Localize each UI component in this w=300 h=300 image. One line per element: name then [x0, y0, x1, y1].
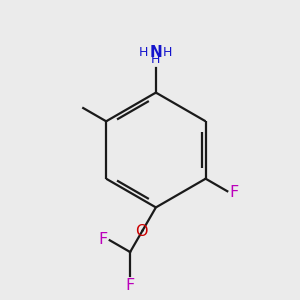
- Text: H: H: [151, 53, 160, 66]
- Text: F: F: [125, 278, 135, 293]
- Text: H: H: [163, 46, 172, 59]
- Text: F: F: [230, 184, 239, 200]
- Text: F: F: [99, 232, 108, 247]
- Text: H: H: [139, 46, 148, 59]
- Text: O: O: [135, 224, 147, 239]
- Text: N: N: [149, 45, 162, 60]
